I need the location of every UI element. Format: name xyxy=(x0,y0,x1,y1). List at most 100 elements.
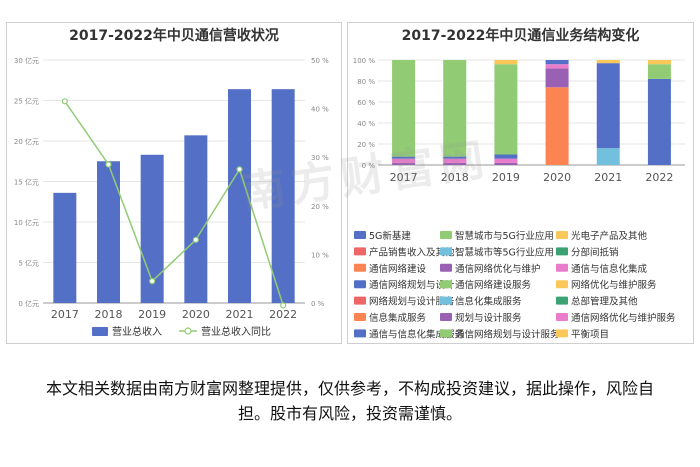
revenue-bar xyxy=(53,192,77,303)
x-axis-tick-label: 2017 xyxy=(390,171,418,184)
x-axis-tick-label: 2021 xyxy=(226,308,254,321)
yoy-growth-point xyxy=(149,278,156,285)
revenue-bar xyxy=(97,161,120,303)
revenue-chart-panel: 2017-2022年中贝通信营收状况 0 亿元 5 亿元 10 亿元 15 亿元 20 … xyxy=(6,22,342,344)
legend-label: 智慧城市与5G行业应用 xyxy=(455,230,554,242)
stacked-bar-segment xyxy=(647,78,671,165)
legend-label: 光电子产品及其他 xyxy=(571,230,648,242)
stacked-bar-segment xyxy=(392,158,416,163)
legend-label: 通信网络优化与维护 xyxy=(455,263,541,275)
legend-swatch xyxy=(556,329,568,338)
stacked-bar-segment xyxy=(545,68,569,88)
left-axis-tick-label: 25 亿元 xyxy=(14,97,39,106)
left-axis-tick-label: 15 亿元 xyxy=(14,178,39,187)
x-axis-tick-label: 2019 xyxy=(138,308,166,321)
x-axis-tick-label: 2020 xyxy=(182,308,210,321)
legend-label: 规划与设计服务 xyxy=(455,312,522,324)
left-axis-tick-label: 0 亿元 xyxy=(18,299,39,308)
x-axis-tick-label: 2022 xyxy=(645,171,673,184)
legend-label: 网络优化与维护服务 xyxy=(571,279,657,291)
stacked-bar-segment xyxy=(494,64,518,155)
revenue-chart: 0 亿元 5 亿元 10 亿元 15 亿元 20 亿元 25 亿元 30 亿元 0 % 10 %… xyxy=(14,56,329,338)
stacked-bar-segment xyxy=(545,64,569,69)
legend-swatch xyxy=(440,296,452,305)
disclaimer-text: 本文相关数据由南方财富网整理提供，仅供参考，不构成投资建议，据此操作，风险自担。… xyxy=(45,379,654,423)
x-axis-tick-label: 2017 xyxy=(51,308,79,321)
legend-label: 通信网络建设 xyxy=(369,263,427,275)
stacked-bar-segment xyxy=(596,63,620,149)
legend-swatch xyxy=(440,329,452,338)
legend-label: 通信网络规划与设计 xyxy=(369,279,455,291)
legend-swatch xyxy=(354,263,366,272)
legend-label: 5G新基建 xyxy=(369,230,411,242)
legend-swatch xyxy=(440,263,452,272)
legend-swatch xyxy=(440,280,452,289)
legend-label-revenue: 营业总收入 xyxy=(112,325,162,338)
stacked-bar-segment xyxy=(545,60,569,65)
x-axis-tick-label: 2018 xyxy=(95,308,123,321)
legend-label: 智慧城市等5G行业应用 xyxy=(455,246,554,258)
legend-label: 产品销售收入及其他 xyxy=(369,246,455,258)
stacked-bar-segment xyxy=(443,162,467,165)
right-axis-tick-label: 50 % xyxy=(311,57,329,65)
yoy-growth-point xyxy=(280,302,287,309)
legend-swatch xyxy=(354,313,366,321)
left-axis-tick-label: 30 亿元 xyxy=(14,56,39,65)
stacked-bar-segment xyxy=(443,158,467,163)
structure-chart: 0 % 20 % 40 % 60 % 80 % 100 % 2017 2018 2019 2020… xyxy=(353,57,685,340)
revenue-chart-title: 2017-2022年中贝通信营收状况 xyxy=(69,28,279,44)
right-axis-tick-label: 0 % xyxy=(311,300,325,308)
stacked-bar-segment xyxy=(494,162,518,165)
yoy-growth-point xyxy=(61,98,68,105)
x-axis-tick-label: 2018 xyxy=(441,171,469,184)
right-axis-tick-label: 20 % xyxy=(311,203,329,211)
legend-swatch xyxy=(354,329,366,338)
left-axis-tick-label: 20 亿元 xyxy=(14,137,39,146)
y-axis-tick-label: 20 % xyxy=(357,141,375,149)
legend-label: 信息化集成服务 xyxy=(455,296,522,308)
stacked-bar-segment xyxy=(392,60,416,157)
y-axis-tick-label: 0 % xyxy=(362,162,376,170)
legend-label: 总部管理及其他 xyxy=(571,296,638,308)
legend-swatch xyxy=(354,247,366,256)
legend-swatch xyxy=(440,247,452,256)
legend-swatch xyxy=(556,247,568,256)
legend-swatch xyxy=(440,313,452,321)
legend-swatch xyxy=(556,263,568,272)
stacked-bar-segment xyxy=(494,154,518,159)
x-axis-tick-label: 2021 xyxy=(594,171,622,184)
legend-swatch xyxy=(354,280,366,289)
x-axis-tick-label: 2020 xyxy=(543,171,571,184)
stacked-bar-segment xyxy=(392,156,416,159)
y-axis-tick-label: 80 % xyxy=(357,78,375,86)
legend-swatch-revenue xyxy=(92,327,108,336)
legend-label: 分部间抵销 xyxy=(571,246,619,258)
yoy-growth-point xyxy=(192,236,199,243)
legend-label-yoy: 营业总收入同比 xyxy=(201,325,271,338)
stacked-bar-segment xyxy=(647,60,671,65)
legend-swatch xyxy=(354,231,366,239)
legend-swatch xyxy=(556,231,568,239)
legend-swatch xyxy=(556,280,568,289)
revenue-bar xyxy=(271,89,295,303)
stacked-bar-segment xyxy=(596,148,620,165)
yoy-growth-point xyxy=(236,166,243,173)
legend-label: 网络规划与设计服务 xyxy=(369,296,455,308)
stacked-bar-segment xyxy=(545,87,569,165)
left-axis-tick-label: 5 亿元 xyxy=(18,259,39,268)
left-axis-tick-label: 10 亿元 xyxy=(14,218,39,227)
y-axis-tick-label: 100 % xyxy=(353,57,376,65)
stacked-bar-segment xyxy=(392,162,416,165)
legend-label: 通信与信息化集成 xyxy=(571,263,648,275)
right-axis-tick-label: 40 % xyxy=(311,106,329,114)
legend-label: 信息集成服务 xyxy=(369,312,427,324)
revenue-bar xyxy=(228,89,251,303)
right-axis-tick-label: 30 % xyxy=(311,154,329,162)
structure-chart-panel: 2017-2022年中贝通信业务结构变化 0 % 20 % 40 % 60 % 80 %… xyxy=(347,22,694,344)
y-axis-tick-label: 60 % xyxy=(357,99,375,107)
right-axis-tick-label: 10 % xyxy=(311,251,329,259)
revenue-bar xyxy=(184,135,208,303)
x-axis-tick-label: 2022 xyxy=(269,308,297,321)
stacked-bar-segment xyxy=(647,64,671,79)
structure-chart-title: 2017-2022年中贝通信业务结构变化 xyxy=(401,28,640,44)
